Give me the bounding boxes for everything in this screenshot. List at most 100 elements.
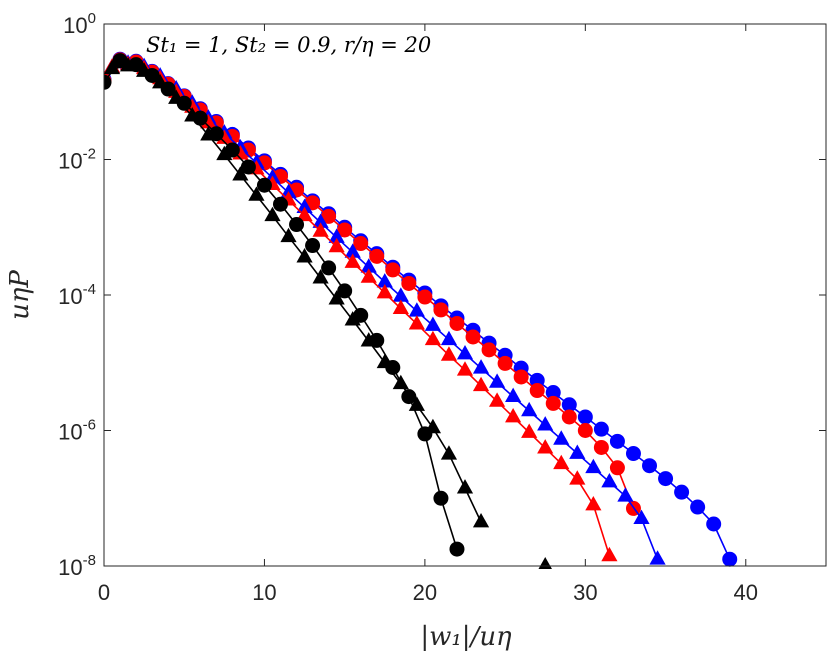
data-point-red-triangles [296,206,313,222]
data-point-black-triangles [392,374,409,390]
data-point-black-triangles [200,126,217,141]
data-point-blue-triangles [456,344,474,360]
data-point-red-triangles [360,268,377,283]
y-tick-label: 10-8 [58,552,96,580]
data-point-red-triangles [312,222,329,237]
data-point-blue-triangles [488,373,506,388]
data-point-red-circles [321,208,337,224]
data-point-blue-triangles [537,416,554,431]
data-point-blue-triangles [296,198,313,214]
y-tick-exponent: -6 [83,417,96,434]
data-point-black-triangles [440,445,458,460]
data-point-blue-circles [577,409,593,425]
y-tick-exponent: -4 [83,281,96,298]
data-point-red-circles [417,289,433,305]
data-point-black-triangles [456,479,474,494]
data-point-black-circles [256,177,272,193]
data-point-red-triangles [488,392,506,407]
data-point-black-triangles [296,248,313,263]
data-point-blue-triangles [392,287,409,302]
data-point-blue-circles [658,471,674,487]
data-point-black-triangles [344,311,361,326]
data-point-black-circles [272,196,288,212]
x-tick-label: 40 [734,580,758,605]
data-point-black-circles [321,260,337,276]
data-point-black-triangles [328,290,345,305]
data-point-red-triangles [216,129,233,144]
data-point-red-triangles [200,113,217,129]
data-point-red-triangles [392,299,409,314]
data-point-red-circles [353,236,369,252]
data-point-blue-triangles [424,316,442,331]
y-tick-exponent: 0 [88,10,96,27]
data-point-blue-triangles [344,243,361,258]
data-point-red-circles [609,460,625,476]
data-point-red-triangles [569,470,586,485]
data-point-blue-circles [722,551,738,567]
data-point-red-triangles [456,361,474,376]
y-tick-exponent: -2 [83,146,96,163]
data-point-red-circles [449,315,465,331]
data-point-blue-circles [545,385,561,401]
data-point-red-triangles [585,496,602,511]
data-point-blue-triangles [617,487,634,502]
data-point-black-triangles [184,107,201,122]
data-point-black-circles [289,217,305,233]
data-point-red-triangles [440,346,458,361]
data-point-black-circles [449,541,465,557]
data-point-red-triangles [424,330,442,346]
data-point-black-triangles [280,227,297,243]
data-point-red-circles [577,423,593,438]
data-point-black-triangles [408,396,425,411]
data-point-black-triangles [312,269,329,284]
y-tick-base: 10 [58,555,82,580]
y-tick-base: 10 [63,13,87,38]
data-point-blue-triangles [376,273,393,288]
data-point-black-triangles [152,73,169,89]
data-point-blue-triangles [569,444,586,459]
data-point-red-circles [401,275,417,291]
data-point-red-circles [545,395,561,411]
x-tick-label: 30 [573,580,597,605]
y-axis-label: uηP [5,270,35,320]
data-point-blue-triangles [472,359,490,374]
y-tick-label: 10-6 [58,417,96,445]
y-tick-base: 10 [58,284,82,309]
data-point-red-circles [561,409,577,425]
data-point-blue-circles [642,458,658,474]
data-point-red-triangles [505,407,522,423]
data-point-black-circles [112,53,128,69]
data-point-red-triangles [472,376,490,392]
data-point-red-circles [497,355,513,371]
data-point-black-triangles [248,186,265,201]
data-point-blue-triangles [633,509,650,524]
data-point-black-triangles [360,332,377,347]
data-point-red-triangles [344,253,361,268]
y-tick-label: 10-4 [58,281,96,309]
ticks-layer [103,23,826,567]
data-point-red-triangles [376,283,393,299]
data-point-red-circles [593,439,609,455]
y-tick-label: 10-2 [58,146,96,174]
x-axis-label: |w₁|/uη [420,622,512,652]
data-point-black-triangles [264,206,281,222]
data-point-black-circles [337,283,353,299]
data-point-blue-triangles [649,550,666,565]
data-point-blue-triangles [553,430,570,445]
data-point-red-triangles [521,423,538,438]
data-point-blue-triangles [521,401,538,417]
data-point-blue-circles [674,484,690,500]
data-point-black-triangles [104,59,121,75]
x-tick-label: 10 [252,580,276,605]
data-point-blue-triangles [601,472,618,488]
data-point-blue-triangles [360,258,377,273]
data-point-blue-circles [561,397,577,413]
data-point-blue-circles [609,433,625,449]
data-point-red-circles [369,248,385,264]
data-point-black-triangles [376,353,393,369]
data-point-blue-circles [593,421,609,437]
data-point-blue-circles [706,516,722,532]
data-point-blue-triangles [280,183,297,199]
